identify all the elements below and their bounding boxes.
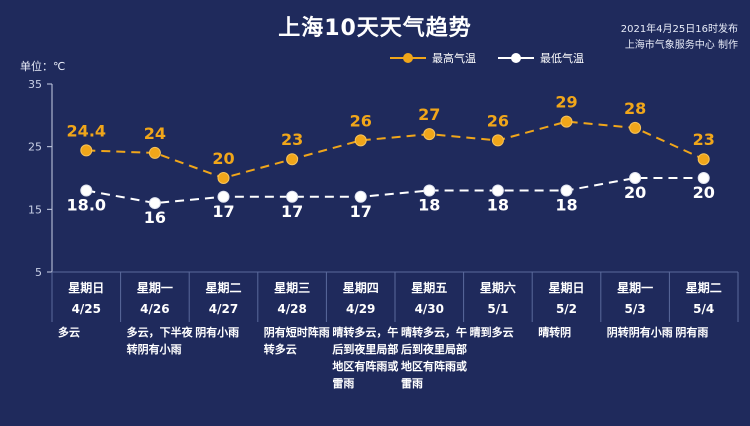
weekday-label: 星期三 [274,280,310,295]
low-temp-label: 17 [281,202,303,221]
high-temp-label: 20 [212,149,234,168]
weather-text: 晴转多云，午 [332,325,398,339]
low-temp-point [491,184,504,197]
weather-text: 晴到多云 [470,325,514,339]
low-temp-label: 20 [624,183,646,202]
legend-high-marker [390,53,426,63]
weather-text: 转多云 [264,342,297,356]
publish-info: 2021年4月25日16时发布 上海市气象服务中心 制作 [621,22,738,54]
y-tick-label: 5 [35,266,42,279]
high-temp-point [286,153,299,166]
weekday-label: 星期四 [343,280,379,295]
weekday-label: 星期日 [68,280,104,295]
low-temp-line [86,177,704,205]
weather-text: 晴转多云，午 [401,325,467,339]
date-label: 5/3 [625,302,646,316]
publisher: 上海市气象服务中心 制作 [624,40,738,51]
low-temp-point [560,184,573,197]
high-temp-point [629,121,642,134]
publish-time: 2021年4月25日16时发布 [620,24,738,35]
weather-text: 地区有阵雨或 [332,359,398,373]
weather-text: 多云，下半夜 [127,325,194,339]
high-temp-point [491,134,504,147]
weekday-label: 星期二 [686,280,722,295]
weekday-label: 星期五 [411,280,447,295]
date-label: 4/29 [346,302,375,316]
weather-text: 阴有小雨 [195,325,239,339]
low-temp-label: 20 [693,183,715,202]
weather-text: 多云 [58,325,80,339]
low-temp-label: 18 [555,196,577,215]
high-temp-label: 24 [144,124,166,143]
date-label: 4/25 [72,302,101,316]
high-temp-label: 23 [693,130,715,149]
high-temp-point [560,115,573,128]
weekday-label: 星期六 [480,280,516,295]
weather-text: 转阴有小雨 [127,342,182,356]
chart-title: 上海10天天气趋势 [278,16,472,41]
low-temp-label: 17 [212,202,234,221]
high-temp-point [697,153,710,166]
low-temp-label: 18.0 [67,196,106,215]
high-temp-line [86,120,705,180]
high-temp-point [80,144,93,157]
legend-low-marker [498,53,534,63]
legend-low-label: 最低气温 [540,52,584,65]
weather-text: 雷雨 [332,377,354,390]
y-tick-label: 15 [28,203,42,216]
low-temp-label: 18 [418,196,440,215]
legend-high-label: 最高气温 [432,52,476,65]
low-temp-point [697,172,710,184]
high-temp-point [354,134,367,147]
weather-text: 阴转阴有小雨 [607,325,673,339]
date-label: 4/26 [140,302,169,316]
low-temp-point [286,190,299,203]
low-temp-label: 17 [350,202,372,221]
high-temp-point [217,172,230,184]
legend-item-low: 最低气温 [498,50,584,66]
weather-text: 地区有阵雨或 [401,359,467,373]
high-temp-label: 26 [487,111,509,130]
low-temp-point [629,172,642,184]
high-temp-point [148,146,161,159]
y-tick-label: 35 [28,78,42,91]
weather-text: 后到夜里局部 [401,342,467,356]
high-temp-point [423,128,436,141]
high-temp-label: 27 [418,105,440,124]
legend: 最高气温 最低气温 [390,50,584,66]
low-temp-point [148,197,161,210]
date-label: 4/30 [415,302,444,316]
low-temp-point [217,190,230,203]
high-temp-label: 26 [350,111,372,130]
low-temp-point [423,184,436,197]
weather-text: 后到夜里局部 [332,342,398,356]
date-label: 5/4 [693,302,714,316]
weekday-label: 星期一 [617,280,653,295]
date-label: 4/27 [209,302,238,316]
high-temp-label: 24.4 [67,121,106,140]
weekday-label: 星期二 [205,280,241,295]
low-temp-point [80,184,93,197]
low-temp-point [354,190,367,203]
low-temp-label: 16 [144,208,166,227]
high-temp-label: 28 [624,99,646,118]
low-temp-label: 18 [487,196,509,215]
date-label: 4/28 [277,302,306,316]
unit-label: 单位：℃ [20,60,66,73]
high-temp-label: 29 [555,93,577,112]
y-tick-label: 25 [28,141,42,154]
weather-text: 阴有雨 [675,325,708,339]
weather-text: 雷雨 [401,377,423,390]
date-label: 5/2 [556,302,577,316]
weekday-label: 星期日 [548,280,584,295]
weekday-label: 星期一 [137,280,173,295]
legend-item-high: 最高气温 [390,50,476,66]
date-label: 5/1 [487,302,508,316]
high-temp-label: 23 [281,130,303,149]
weather-text: 晴转阴 [538,325,571,339]
weather-text: 阴有短时阵雨 [264,325,330,339]
